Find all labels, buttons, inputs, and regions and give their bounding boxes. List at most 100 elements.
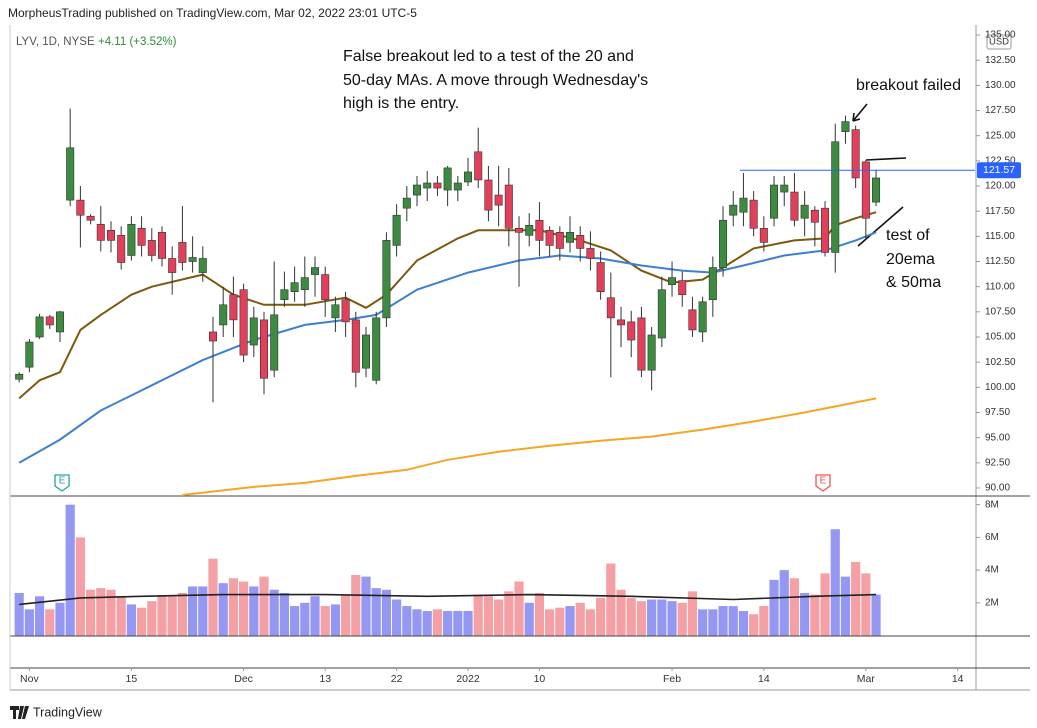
candle: [208, 316, 217, 403]
candle: [423, 170, 432, 202]
candle-body: [290, 282, 299, 293]
candle-body: [270, 314, 279, 371]
candle: [443, 165, 452, 207]
volume-ma: [19, 593, 877, 606]
volume-bar: [483, 596, 494, 636]
volume-bar: [147, 601, 157, 636]
candle-body: [515, 227, 524, 233]
volume-bar: [371, 588, 381, 636]
volume-bar: [45, 609, 55, 636]
candle: [55, 310, 64, 343]
breakout-label: breakout failed: [856, 77, 961, 94]
candle: [76, 186, 85, 248]
volume-bar: [320, 606, 330, 636]
volume-bar: [443, 610, 453, 636]
volume-bar: [800, 592, 810, 636]
candle-body: [443, 167, 452, 191]
volume-bar: [187, 586, 198, 636]
currency: USD: [989, 37, 1009, 48]
drawings: [852, 103, 907, 247]
y-tick-label: 125.00: [985, 130, 1016, 141]
candle: [413, 175, 422, 207]
moving-average: [182, 397, 877, 496]
candle-body: [800, 204, 809, 219]
footer: TradingView: [10, 705, 103, 719]
note-line: False breakout led to a test of the 20 a…: [343, 48, 634, 65]
volume-bar: [473, 594, 483, 636]
volume-bar: [575, 602, 585, 636]
candle: [606, 272, 615, 378]
candle-body: [249, 317, 258, 346]
volume-bar: [249, 586, 259, 636]
volume-bar: [585, 609, 596, 636]
candle-body: [300, 277, 309, 290]
candle-body: [331, 304, 340, 319]
candle-body: [841, 121, 850, 132]
candle: [249, 306, 258, 358]
candle: [117, 226, 126, 270]
volume-tick-label: 6M: [985, 532, 999, 543]
x-tick-label: Feb: [663, 673, 681, 685]
volume-bar: [810, 594, 820, 636]
x-tick-label: 10: [534, 673, 546, 685]
candle: [821, 201, 830, 257]
earnings-marker: [54, 474, 70, 492]
candle: [300, 256, 309, 307]
volume-bar: [616, 589, 626, 636]
volume-bar: [341, 594, 351, 636]
candle-body: [668, 277, 677, 285]
volume-bar: [208, 558, 218, 636]
candle: [790, 172, 799, 227]
candle-body: [647, 334, 656, 371]
candle: [15, 372, 24, 383]
candle: [657, 276, 666, 348]
x-tick-label: 22: [391, 673, 403, 685]
moving-average: [18, 211, 877, 400]
candle: [831, 123, 840, 273]
candle: [362, 326, 371, 378]
candle: [188, 236, 197, 273]
candle-body: [402, 197, 411, 209]
candle: [780, 175, 789, 207]
candle-body: [137, 227, 146, 246]
candle-body: [831, 141, 840, 253]
candle: [800, 191, 809, 237]
x-tick-label: 14: [952, 673, 964, 685]
candle: [178, 206, 187, 271]
candle-body: [239, 289, 248, 356]
candle-body: [76, 199, 85, 216]
candle: [168, 246, 177, 295]
candle: [810, 206, 819, 247]
candle: [382, 232, 391, 327]
candle-body: [586, 248, 595, 259]
volume-bar: [779, 570, 789, 636]
arrow: [852, 103, 868, 122]
candle: [576, 226, 585, 262]
candle-body: [688, 309, 697, 331]
candle-body: [851, 129, 860, 179]
candle-body: [362, 334, 371, 369]
candle: [596, 251, 605, 300]
candle-body: [55, 311, 64, 333]
volume-bar: [657, 599, 667, 636]
candle: [137, 216, 146, 257]
volume-bar: [422, 610, 432, 636]
candle-body: [35, 316, 44, 338]
candle-body: [535, 219, 544, 241]
candle: [86, 214, 95, 225]
candle-body: [178, 242, 187, 263]
candle-body: [810, 209, 819, 223]
candle-body: [555, 232, 564, 249]
volume-bar: [55, 602, 65, 636]
candle-body: [341, 299, 350, 323]
y-tick-label: 90.00: [985, 483, 1010, 494]
volume-bar: [769, 579, 779, 636]
volume-bar: [647, 599, 657, 636]
candle-body: [372, 317, 381, 381]
test-label: test of: [886, 227, 930, 244]
candle-body: [770, 184, 779, 219]
footer-text: TradingView: [33, 705, 103, 719]
candle: [229, 276, 238, 337]
candle: [841, 115, 850, 144]
candle-body: [413, 184, 422, 196]
